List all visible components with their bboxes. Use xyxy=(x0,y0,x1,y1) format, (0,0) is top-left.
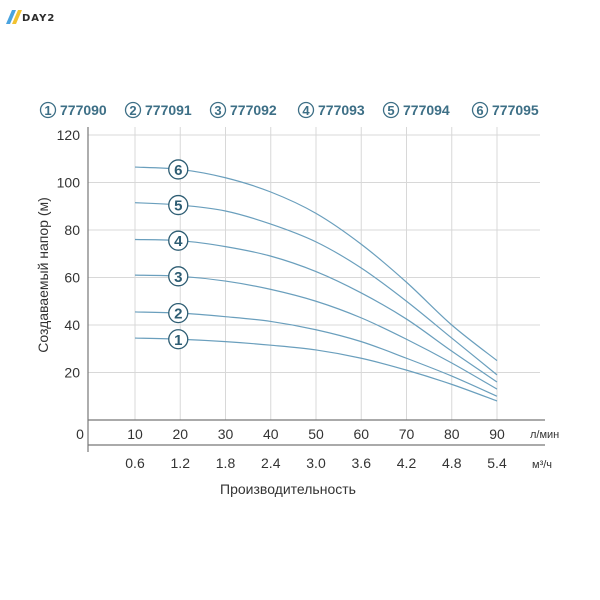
legend-series-name: 777094 xyxy=(403,102,450,118)
legend-series-name: 777091 xyxy=(145,102,192,118)
series-line xyxy=(134,238,498,383)
y-axis-title: Создаваемый напор (м) xyxy=(35,197,51,353)
legend-series-name: 777093 xyxy=(318,102,365,118)
x-tick-label-lmin: 40 xyxy=(263,426,279,442)
y-tick-label: 120 xyxy=(57,127,81,143)
legend-marker-number: 6 xyxy=(476,103,483,118)
series-marker-circle xyxy=(168,159,189,180)
x-tick-label-lmin: 70 xyxy=(399,426,415,442)
brand-logo-icon xyxy=(6,10,22,24)
legend-marker-number: 5 xyxy=(387,103,394,118)
legend-series-name: 777090 xyxy=(60,102,107,118)
x-tick-label-m3h: 2.4 xyxy=(261,455,281,471)
x-tick-label-m3h: 4.2 xyxy=(397,455,417,471)
y-tick-label: 20 xyxy=(64,365,80,381)
x-tick-label-m3h: 3.6 xyxy=(352,455,372,471)
y-tick-label: 100 xyxy=(57,175,81,191)
y-tick-label: 60 xyxy=(64,270,80,286)
x-tick-label-m3h: 1.8 xyxy=(216,455,236,471)
x-tick-label-lmin: 20 xyxy=(172,426,188,442)
legend-marker-circle xyxy=(471,101,489,119)
legend-marker-number: 4 xyxy=(302,103,310,118)
legend-series-name: 777095 xyxy=(492,102,539,118)
legend-marker-circle xyxy=(209,101,227,119)
x-tick-label-lmin: 90 xyxy=(489,426,505,442)
legend-marker-circle xyxy=(39,101,57,119)
series-marker-circle xyxy=(168,266,189,287)
legend-marker-number: 2 xyxy=(129,103,136,118)
series-marker-number: 5 xyxy=(174,198,182,215)
series-marker-number: 1 xyxy=(174,332,182,349)
legend-marker-number: 1 xyxy=(44,103,51,118)
legend-marker-circle xyxy=(297,101,315,119)
series-marker-number: 4 xyxy=(174,233,183,250)
legend-marker-circle xyxy=(124,101,142,119)
series-marker-circle xyxy=(168,230,189,251)
origin-label: 0 xyxy=(76,426,84,442)
series-marker-number: 3 xyxy=(174,269,182,286)
series-marker-number: 6 xyxy=(174,162,182,179)
legend-marker-circle xyxy=(382,101,400,119)
brand-name: DAY2 xyxy=(22,13,56,24)
x-tick-label-m3h: 1.2 xyxy=(171,455,191,471)
x-axis-title: Производительность xyxy=(220,481,356,497)
series-marker-number: 2 xyxy=(174,306,182,323)
series-line xyxy=(134,202,498,376)
x-tick-label-lmin: 30 xyxy=(218,426,234,442)
series-line xyxy=(134,311,498,397)
x-tick-label-lmin: 80 xyxy=(444,426,460,442)
y-tick-label: 80 xyxy=(64,222,80,238)
y-tick-label: 40 xyxy=(64,317,80,333)
legend-series-name: 777092 xyxy=(230,102,277,118)
legend-marker-number: 3 xyxy=(214,103,221,118)
series-marker-circle xyxy=(168,194,189,216)
x-tick-label-m3h: 5.4 xyxy=(487,455,507,471)
x-tick-label-lmin: 60 xyxy=(353,426,369,442)
x-unit-m3h: м³/ч xyxy=(532,459,552,471)
series-line xyxy=(134,166,498,362)
series-line xyxy=(134,274,498,390)
series-marker-circle xyxy=(168,329,189,350)
brand-logo: DAY2 xyxy=(4,4,64,30)
x-tick-label-lmin: 50 xyxy=(308,426,324,442)
x-tick-label-m3h: 3.0 xyxy=(306,455,326,471)
series-marker-circle xyxy=(168,302,189,324)
x-tick-label-m3h: 4.8 xyxy=(442,455,462,471)
x-tick-label-m3h: 0.6 xyxy=(125,455,145,471)
x-tick-label-lmin: 10 xyxy=(127,426,143,442)
x-unit-lmin: л/мин xyxy=(530,429,559,441)
series-line xyxy=(134,337,498,402)
